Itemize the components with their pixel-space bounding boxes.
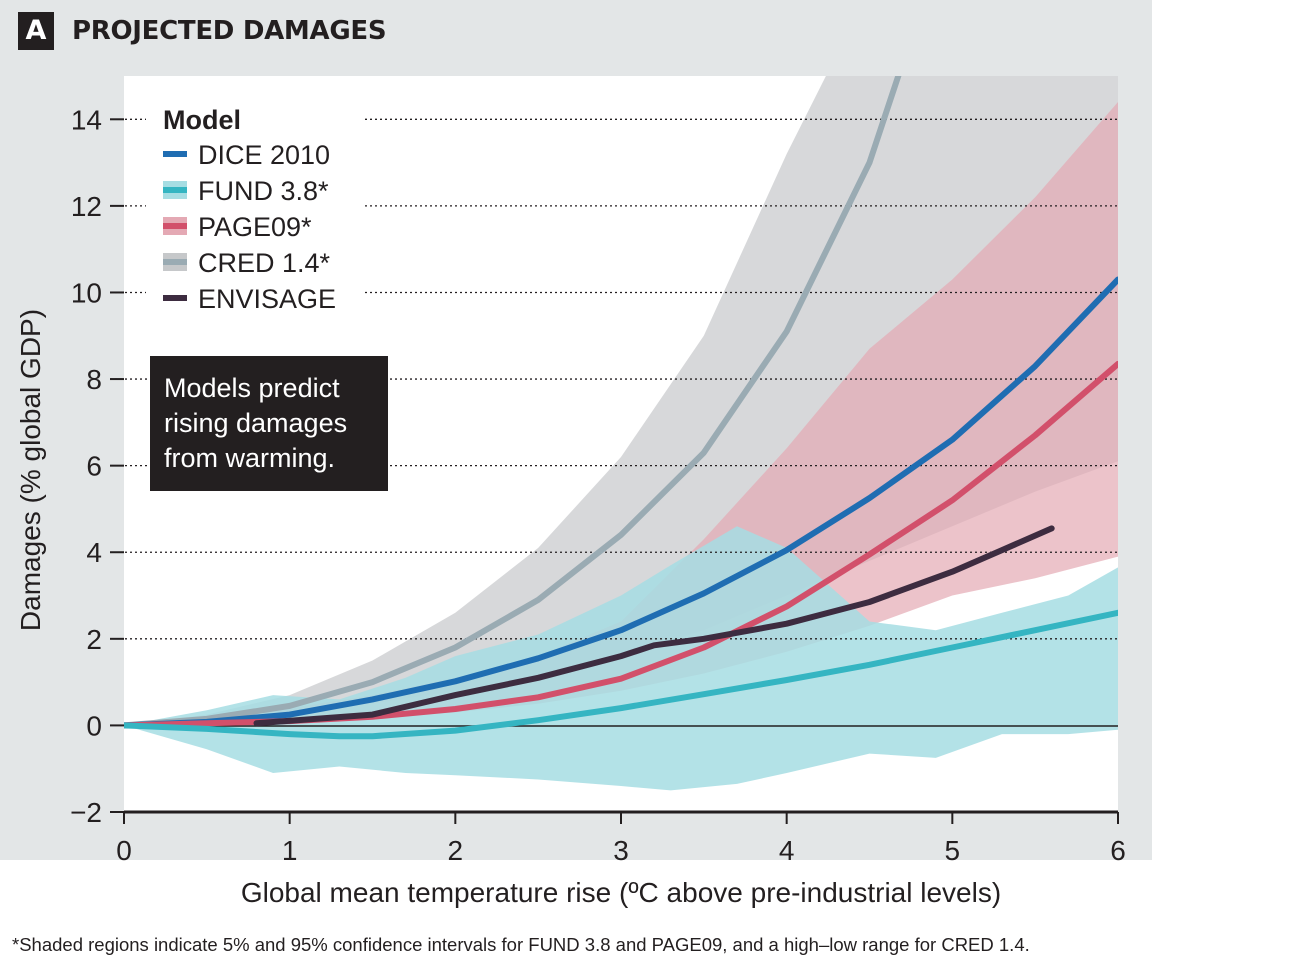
cred-legend-label: CRED 1.4* [198, 248, 331, 278]
y-tick-label: 8 [86, 364, 102, 395]
envisage-legend-line [163, 295, 187, 301]
annotation-line-3: from warming. [164, 443, 335, 473]
y-tick-label: 14 [71, 104, 102, 135]
y-tick-label: 4 [86, 537, 102, 568]
fund-line [124, 609, 1118, 740]
annotation-box: Models predict rising damages from warmi… [150, 356, 388, 491]
cred-band [124, 76, 1118, 726]
y-tick-label: 2 [86, 624, 102, 655]
page-legend-line [163, 223, 187, 229]
page-legend-label: PAGE09* [198, 212, 312, 242]
envisage-line [253, 525, 1055, 727]
envisage-legend-label: ENVISAGE [198, 284, 336, 314]
annotation-line-1: Models predict [164, 373, 340, 403]
fund-legend-label: FUND 3.8* [198, 176, 329, 206]
fund-legend-line [163, 187, 187, 193]
y-tick-label: 12 [71, 191, 102, 222]
dice-line [124, 276, 1118, 729]
series-lines [124, 76, 1118, 740]
cred-line [124, 76, 902, 729]
x-tick-label: 6 [1110, 835, 1126, 866]
cred-legend-line [163, 259, 187, 265]
y-tick-label: −2 [70, 797, 102, 828]
legend-entries: DICE 2010 FUND 3.8* PAGE09* CRED 1.4* ENVISA… [163, 140, 336, 314]
legend-title: Model [163, 105, 241, 135]
y-tick-label: 0 [86, 710, 102, 741]
x-tick-label: 5 [945, 835, 961, 866]
x-tick-label: 4 [779, 835, 795, 866]
gridlines [110, 118, 1118, 640]
y-axis-ticks: −2 0 2 4 6 8 10 12 14 [70, 104, 124, 828]
dice-legend-label: DICE 2010 [198, 140, 330, 170]
y-tick-label: 6 [86, 451, 102, 482]
page-band [124, 102, 1118, 726]
x-tick-label: 1 [282, 835, 298, 866]
x-tick-label: 3 [613, 835, 629, 866]
annotation-background [150, 356, 388, 491]
dice-legend-line [163, 151, 187, 157]
x-axis-label: Global mean temperature rise (ºC above p… [241, 877, 1001, 908]
annotation-line-2: rising damages [164, 408, 347, 438]
y-axis-label: Damages (% global GDP) [15, 309, 46, 631]
y-tick-label: 10 [71, 277, 102, 308]
x-tick-label: 2 [448, 835, 464, 866]
x-tick-label: 0 [116, 835, 132, 866]
legend: Model DICE 2010 FUND 3.8* PAGE09* CRED 1.4*… [146, 100, 364, 314]
chart-title: PROJECTED DAMAGES [72, 16, 387, 46]
legend-background [146, 100, 364, 314]
x-axis-ticks: 0 1 2 3 4 5 6 [116, 812, 1126, 866]
footnote: *Shaded regions indicate 5% and 95% conf… [12, 934, 1030, 955]
panel-letter: A [18, 12, 54, 50]
